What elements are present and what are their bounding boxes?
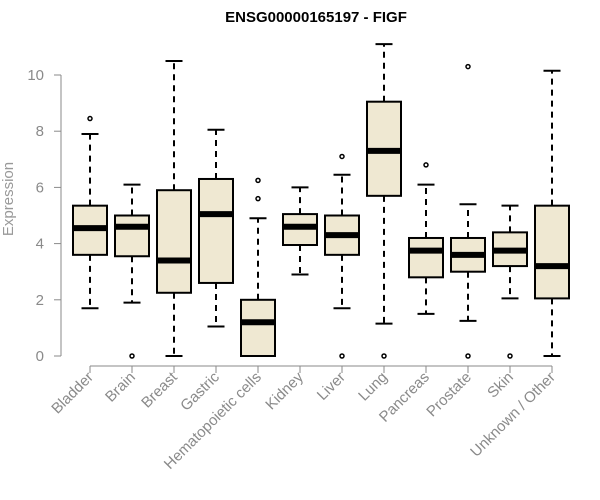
x-tick-label: Brain [102,369,139,406]
x-tick-label: Bladder [48,369,97,418]
x-tick-label: Liver [314,369,349,404]
y-axis: 0 2 4 6 8 10 [27,67,62,365]
outlier-point [423,162,429,168]
box-iqr [408,236,444,279]
box-iqr [114,214,150,258]
x-tick-label: Prostate [423,369,475,421]
outlier-point [339,153,345,160]
y-tick-label: 6 [36,179,44,196]
box-iqr [156,189,192,294]
box-iqr [240,298,276,357]
outlier-point [465,353,471,359]
outlier-point [339,353,345,359]
box-kidney [282,186,318,276]
box-gastric [198,128,234,328]
outlier-point [465,63,471,70]
outlier-point [87,115,93,122]
box-breast [156,59,192,357]
x-tick-label: Lung [355,369,391,405]
box-bladder [72,115,108,310]
chart-title: ENSG00000165197 - FIGF [225,9,407,26]
box-pancreas [408,162,444,315]
outlier-point [255,177,261,184]
outlier-point [381,353,387,359]
box-iqr [534,204,570,300]
y-tick-label: 0 [36,348,44,365]
box-prostate [450,63,486,359]
box-skin [492,204,528,359]
box-brain [114,183,150,359]
y-tick-label: 4 [36,236,44,253]
box-liver [324,153,360,359]
x-tick-label: Skin [484,369,517,402]
box-unknown-other [534,69,570,357]
x-tick-label: Kidney [262,368,307,413]
y-axis-label: Expression [0,162,17,236]
x-tick-label: Breast [138,368,181,411]
y-tick-label: 10 [27,67,44,84]
outlier-point [507,353,513,359]
y-tick-label: 8 [36,123,44,140]
boxplot-series [72,43,570,359]
y-tick-label: 2 [36,292,44,309]
box-lung [366,43,402,359]
outlier-point [255,195,261,202]
box-hematopoietic-cells [240,177,276,357]
outlier-point [129,353,135,359]
box-iqr [198,177,234,284]
